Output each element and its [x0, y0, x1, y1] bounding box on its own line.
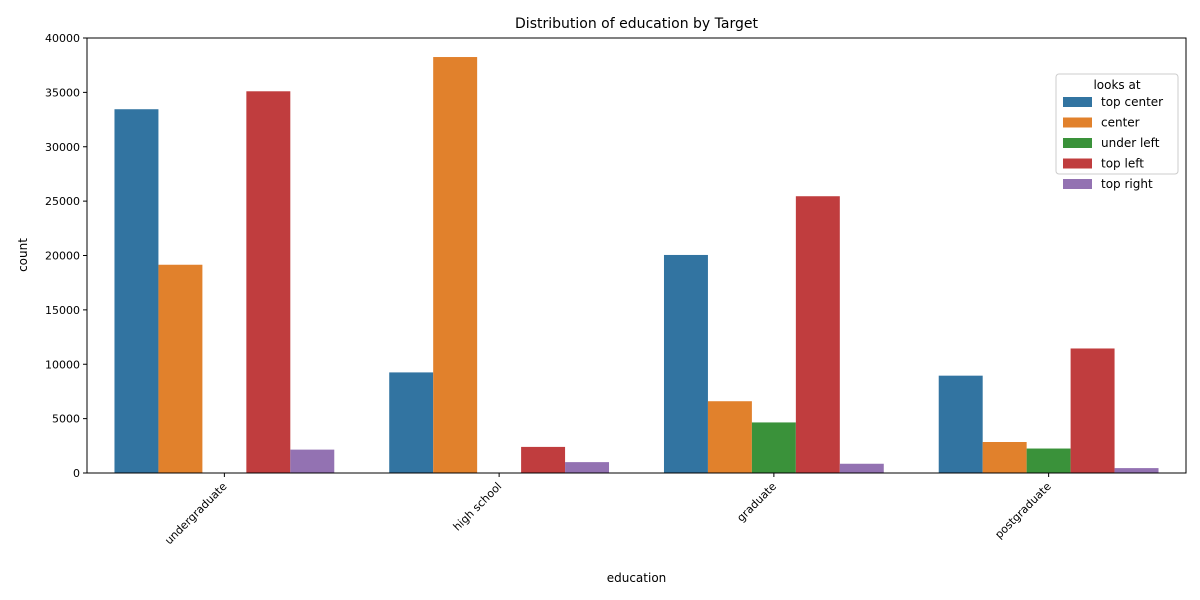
legend-label-top-left: top left	[1101, 157, 1144, 171]
y-tick-label: 25000	[45, 195, 80, 208]
bar-undergraduate-top-center	[114, 109, 159, 473]
bar-undergraduate-center	[158, 264, 203, 473]
legend-label-top-center: top center	[1101, 95, 1163, 109]
legend-items: top center center under left top left top ri…	[1063, 95, 1163, 191]
legend-label-top-right: top right	[1101, 177, 1153, 191]
y-axis-label: count	[16, 238, 30, 272]
legend-swatch-center	[1063, 117, 1092, 128]
bar-postgraduate-top-right	[1114, 468, 1159, 473]
y-tick-label: 10000	[45, 358, 80, 371]
bar-graduate-top-center	[663, 254, 708, 473]
bar-postgraduate-top-center	[938, 375, 983, 473]
legend-label-under-left: under left	[1101, 136, 1160, 150]
x-tick-label: high school	[451, 480, 505, 534]
bar-graduate-top-right	[839, 463, 884, 473]
bar-high-school-center	[433, 57, 478, 473]
bar-postgraduate-top-left	[1070, 348, 1115, 473]
plot-area: 0 5000 10000 15000 20000 25000 30000 35000 40000…	[45, 32, 1187, 547]
y-tick-label: 20000	[45, 250, 80, 263]
bar-high-school-top-right	[565, 462, 610, 473]
y-tick-label: 0	[73, 467, 80, 480]
legend-swatch-under-left	[1063, 138, 1092, 148]
plot-frame	[86, 37, 1187, 474]
bar-high-school-top-left	[521, 446, 566, 473]
x-axis: undergraduate high school graduate postgrad…	[162, 473, 1054, 547]
y-tick-label: 15000	[45, 304, 80, 317]
bar-undergraduate-top-right	[290, 449, 335, 473]
legend-title: looks at	[1093, 78, 1140, 92]
legend-swatch-top-center	[1063, 97, 1092, 107]
legend-swatch-top-right	[1063, 179, 1092, 189]
bar-graduate-under-left	[751, 422, 796, 473]
legend-label-center: center	[1101, 116, 1140, 130]
bar-postgraduate-center	[982, 442, 1027, 473]
y-axis: 0 5000 10000 15000 20000 25000 30000 35000 40000	[45, 32, 87, 480]
x-tick-label: undergraduate	[162, 480, 229, 547]
x-tick-label: graduate	[734, 480, 779, 525]
bar-graduate-top-left	[795, 196, 840, 473]
bar-high-school-top-center	[389, 372, 434, 473]
chart-title: Distribution of education by Target	[515, 16, 758, 32]
bar-graduate-center	[707, 401, 752, 473]
y-tick-label: 35000	[45, 86, 80, 99]
y-tick-label: 40000	[45, 32, 80, 45]
x-tick-label: postgraduate	[992, 480, 1054, 542]
x-axis-label: education	[607, 571, 667, 585]
y-tick-label: 5000	[52, 413, 80, 426]
legend-swatch-top-left	[1063, 158, 1092, 169]
y-tick-label: 30000	[45, 141, 80, 154]
legend: looks at top center center under left top l…	[1055, 73, 1179, 191]
bar-postgraduate-under-left	[1026, 448, 1071, 473]
bar-undergraduate-top-left	[246, 91, 291, 473]
bars	[114, 57, 1159, 473]
